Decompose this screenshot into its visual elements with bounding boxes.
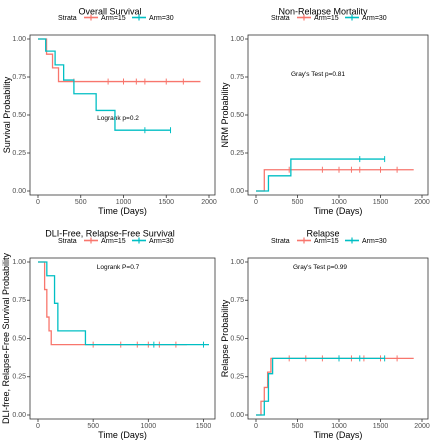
y-tick-label: 1.00 — [230, 36, 244, 43]
y-tick-label: 0.00 — [12, 412, 26, 419]
y-tick-label: 0.75 — [230, 297, 244, 304]
x-tick-label: 500 — [292, 423, 304, 430]
x-tick-label: 1000 — [331, 423, 347, 430]
x-tick-label: 500 — [87, 423, 99, 430]
x-tick-label: 2000 — [201, 199, 217, 206]
y-tick-label: 0.75 — [12, 297, 26, 304]
plot-frame — [247, 257, 429, 420]
x-axis-label: Time (Days) — [98, 206, 147, 216]
test-annotation: Gray's Test p=0.99 — [293, 264, 347, 271]
x-tick-label: 0 — [36, 423, 40, 430]
legend-label-1: Arm=15 — [314, 15, 339, 22]
legend-title: Strata — [271, 238, 290, 245]
test-annotation: Logrank P=0.7 — [97, 264, 140, 271]
series-arm30 — [256, 355, 386, 416]
y-axis-label: NRM Probability — [220, 82, 230, 148]
x-tick-label: 2000 — [414, 199, 430, 206]
step-curve — [256, 158, 385, 192]
legend-label-2: Arm=30 — [149, 238, 174, 245]
y-tick-label: 0.00 — [12, 188, 26, 195]
x-tick-label: 0 — [254, 423, 258, 430]
x-tick-label: 2000 — [414, 423, 430, 430]
test-annotation: Gray's Test p=0.81 — [291, 71, 345, 78]
legend: Strata Arm=15 Arm=30 — [58, 14, 174, 22]
y-tick-label: 0.25 — [12, 374, 26, 381]
y-tick-label: 1.00 — [12, 36, 26, 43]
step-curve — [38, 261, 209, 346]
x-axis-label: Time (Days) — [314, 206, 363, 216]
y-tick-label: 0.50 — [12, 112, 26, 119]
step-curve — [38, 38, 171, 131]
legend-title: Strata — [58, 15, 77, 22]
x-tick-label: 1000 — [141, 423, 157, 430]
x-tick-label: 1500 — [373, 199, 389, 206]
x-tick-label: 1000 — [116, 199, 132, 206]
y-tick-label: 0.75 — [12, 74, 26, 81]
step-curve — [38, 38, 201, 83]
y-axis-label: Relapse Probability — [220, 299, 230, 377]
plot-frame — [247, 34, 429, 196]
y-tick-label: 0.00 — [230, 412, 244, 419]
legend-title: Strata — [58, 238, 77, 245]
legend-label-1: Arm=15 — [314, 238, 339, 245]
y-tick-label: 0.25 — [230, 374, 244, 381]
panel-title: Relapse — [306, 228, 339, 238]
x-tick-label: 0 — [254, 199, 258, 206]
x-axis-label: Time (Days) — [314, 430, 363, 440]
legend-label-1: Arm=15 — [101, 238, 126, 245]
x-tick-label: 500 — [292, 199, 304, 206]
test-annotation: Logrank p=0.2 — [97, 115, 139, 122]
x-tick-label: 0 — [36, 199, 40, 206]
y-tick-label: 0.50 — [230, 112, 244, 119]
y-tick-label: 0.50 — [12, 335, 26, 342]
series-arm15 — [38, 38, 201, 85]
series-arm30 — [256, 156, 386, 192]
series-arm15 — [256, 166, 414, 192]
step-curve — [256, 357, 414, 416]
y-axis-label: Survival Probability — [2, 76, 12, 153]
y-tick-label: 0.50 — [230, 335, 244, 342]
x-axis-label: Time (Days) — [98, 430, 147, 440]
x-tick-label: 500 — [75, 199, 87, 206]
y-tick-label: 0.75 — [230, 74, 244, 81]
x-tick-label: 1000 — [331, 199, 347, 206]
x-tick-label: 1500 — [196, 423, 212, 430]
legend: Strata Arm=15 Arm=30 — [58, 237, 174, 245]
y-tick-label: 0.25 — [12, 150, 26, 157]
step-curve — [38, 261, 187, 346]
y-axis-label: DLI-free, Relapse-Free Survival Probabil… — [1, 252, 11, 424]
series-arm15 — [38, 261, 187, 348]
series-arm30 — [38, 38, 172, 134]
legend-title: Strata — [271, 15, 290, 22]
legend: Strata Arm=15 Arm=30 — [271, 237, 387, 245]
legend-label-2: Arm=30 — [362, 238, 387, 245]
panel-title: DLI-Free, Relapse-Free Survival — [45, 228, 175, 238]
step-curve — [256, 357, 385, 416]
panel-title: Overall Survival — [78, 6, 141, 16]
legend: Strata Arm=15 Arm=30 — [271, 14, 387, 22]
series-arm30 — [38, 261, 209, 348]
x-tick-label: 1500 — [158, 199, 174, 206]
series-arm15 — [256, 355, 414, 416]
plot-frame — [29, 257, 216, 420]
y-tick-label: 0.25 — [230, 150, 244, 157]
x-tick-label: 1500 — [373, 423, 389, 430]
y-tick-label: 1.00 — [12, 259, 26, 266]
y-tick-label: 0.00 — [230, 188, 244, 195]
legend-label-2: Arm=30 — [362, 15, 387, 22]
panel-title: Non-Relapse Mortality — [278, 6, 368, 16]
y-tick-label: 1.00 — [230, 259, 244, 266]
legend-label-2: Arm=30 — [149, 15, 174, 22]
step-curve — [256, 169, 414, 192]
legend-label-1: Arm=15 — [101, 15, 126, 22]
panel-4: Relapse Strata Arm=15 Arm=30 0.00 0.25 0.50 0.7… — [220, 228, 430, 440]
